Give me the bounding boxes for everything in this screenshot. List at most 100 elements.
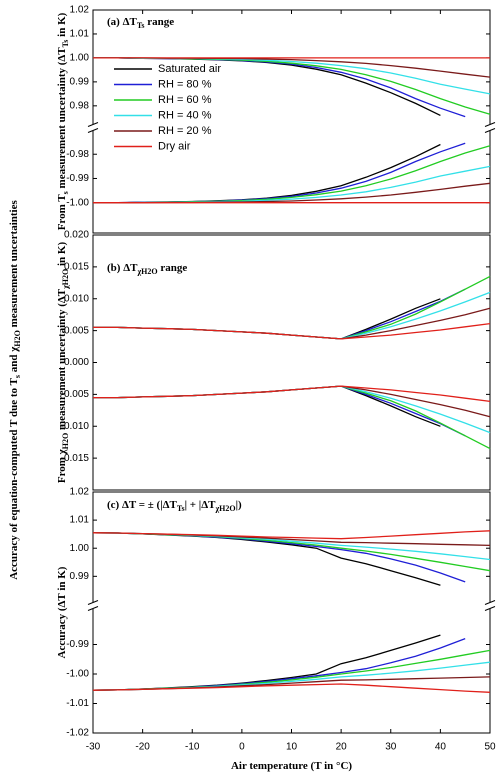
data-line [92, 532, 491, 561]
text-part: |) [236, 499, 242, 511]
text-part: (a) ΔT [107, 16, 137, 28]
data-line [93, 291, 491, 340]
y-tick-label: 1.02 [70, 487, 90, 498]
panel-title: (b) ΔTχH2O range [107, 262, 187, 277]
panel-frame [92, 491, 491, 734]
text-part: measurement uncertainty (ΔT [56, 47, 68, 192]
y-tick-label: 0.010 [64, 293, 89, 304]
text-part: measurement uncertainty (ΔT [56, 288, 68, 433]
y-tick-label: 0.99 [70, 571, 90, 582]
data-line [93, 57, 491, 115]
data-line [93, 307, 491, 340]
text-part: Ts [137, 21, 145, 30]
text-part: From [56, 454, 68, 483]
text-part: in K) [56, 242, 68, 269]
y-tick-label: -0.005 [61, 389, 90, 400]
y-tick-label: 0.005 [64, 325, 89, 336]
text-part: Ts [61, 40, 70, 48]
y-tick-label: 1.01 [70, 29, 90, 40]
text-part: Air temperature ( [231, 760, 315, 772]
text-part: χH2O [214, 504, 235, 513]
text-part: due to [8, 385, 20, 419]
data-line [92, 530, 491, 540]
axis-break-gap [486, 602, 494, 609]
y-tick-label: 1.00 [70, 543, 90, 554]
legend-label: RH = 20 % [158, 125, 212, 137]
text-part: | + |ΔT [185, 499, 217, 511]
text-part: χH2O [136, 267, 157, 276]
y-tick-label: -0.99 [66, 173, 89, 184]
text-part: T [8, 377, 20, 385]
text-part: (c) ΔT = ± (|ΔT [107, 499, 178, 511]
x-tick-label: 30 [385, 742, 397, 753]
panel-y-label: From χH2O measurement uncertainty (ΔTχH2… [56, 242, 71, 484]
axis-break-gap [486, 124, 494, 131]
axis-break [87, 600, 99, 605]
data-line [93, 145, 491, 204]
data-line [93, 322, 491, 340]
data-line [93, 275, 491, 340]
y-tick-label: 0.98 [70, 100, 90, 111]
data-line [92, 649, 491, 691]
data-line [93, 385, 466, 437]
y-tick-label: -1.00 [66, 197, 89, 208]
y-tick-label: 0.020 [64, 230, 89, 241]
axis-break [484, 122, 496, 127]
x-tick-label: 0 [239, 742, 245, 753]
legend-label: Saturated air [158, 63, 221, 75]
y-tick-label: 0.000 [64, 357, 89, 368]
text-part: range [145, 16, 175, 28]
panel-y-label: From Ts measurement uncertainty (ΔTTs in… [56, 12, 71, 230]
text-part: s [61, 191, 70, 194]
data-line [93, 385, 491, 403]
axis-break [87, 606, 99, 611]
y-tick-label: 0.015 [64, 262, 89, 273]
text-part: χ [56, 448, 68, 455]
text-part: χH2O [61, 269, 70, 290]
axis-break [87, 128, 99, 133]
text-part: H2O [61, 433, 70, 449]
text-part: in °C) [321, 760, 352, 772]
axis-break [484, 128, 496, 133]
data-line [92, 661, 491, 691]
x-tick-label: 50 [484, 742, 496, 753]
y-tick-label: -1.01 [66, 698, 89, 709]
text-part: Ts [177, 504, 185, 513]
y-tick-label: -0.010 [61, 421, 90, 432]
axis-break-gap [89, 124, 97, 131]
y-tick-label: 1.02 [70, 5, 90, 16]
data-line [93, 288, 466, 340]
legend-label: RH = 80 % [158, 78, 212, 90]
data-line [92, 532, 491, 572]
text-part: (b) ΔT [107, 262, 138, 274]
text-part: T [56, 194, 68, 202]
y-tick-label: 1.00 [70, 53, 90, 64]
data-line [93, 385, 491, 434]
text-part: and [8, 352, 20, 375]
panel-title: (c) ΔT = ± (|ΔTTs| + |ΔTχH2O|) [107, 499, 242, 514]
data-line [93, 182, 491, 204]
text-part: measurement uncertainties [8, 199, 20, 330]
y-tick-label: -1.00 [66, 669, 89, 680]
text-part: T [314, 760, 322, 772]
panel-y-label: Accuracy (ΔT in K) [56, 566, 68, 658]
axis-break [484, 606, 496, 611]
x-tick-label: -10 [185, 742, 200, 753]
text-part: s [13, 375, 22, 378]
y-tick-label: 1.01 [70, 515, 90, 526]
axis-break-gap [89, 602, 97, 609]
text-part: Accuracy (ΔT in K) [56, 566, 68, 658]
x-tick-label: 20 [336, 742, 348, 753]
legend-label: RH = 40 % [158, 109, 212, 121]
text-part: range [158, 262, 188, 274]
text-part: in K) [56, 12, 68, 39]
text-part: From [56, 202, 68, 231]
x-tick-label: 10 [286, 742, 298, 753]
y-tick-label: -0.015 [61, 453, 90, 464]
y-tick-label: -1.02 [66, 728, 89, 739]
data-line [93, 57, 491, 78]
y-axis-label: Accuracy of equation-computed T due to T… [8, 199, 23, 579]
data-line [93, 385, 491, 450]
x-axis-label: Air temperature (T in °C) [231, 760, 352, 772]
